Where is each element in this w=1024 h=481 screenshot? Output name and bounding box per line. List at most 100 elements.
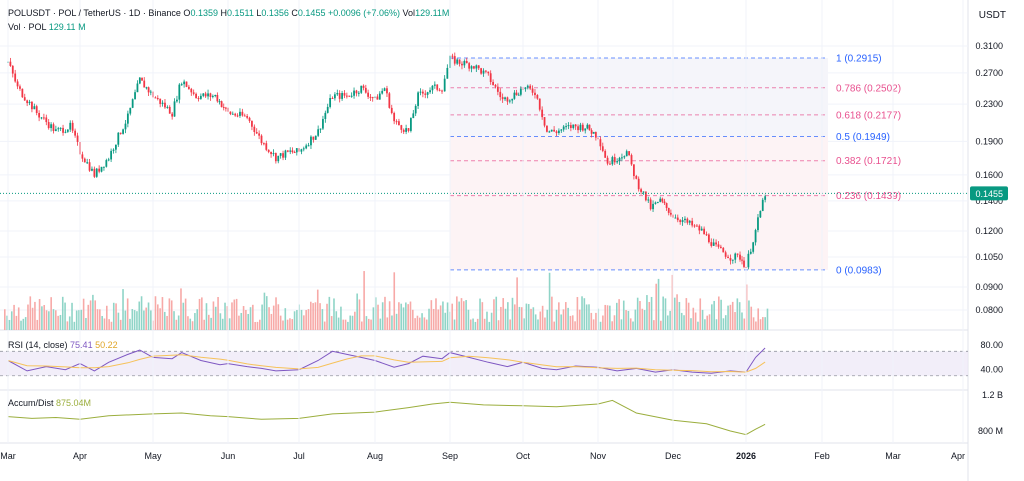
candle-body (47, 122, 50, 129)
candle-body (117, 132, 120, 145)
candle-body (669, 212, 672, 215)
x-tick-label: 2026 (736, 451, 756, 461)
candle-body (739, 254, 741, 260)
volume-bar (212, 301, 215, 330)
volume-bar (602, 315, 604, 330)
volume-bar (590, 312, 593, 330)
candle-body (376, 96, 379, 100)
candle-body (621, 157, 623, 159)
volume-bar (743, 318, 746, 330)
y-tick-label: 0.1600 (975, 170, 1003, 180)
fib-level-label: 1 (0.2915) (836, 53, 882, 64)
volume-bar (574, 321, 576, 330)
candle-body (417, 92, 419, 106)
candle-body (241, 111, 244, 116)
volume-bar (469, 319, 472, 330)
candle-body (637, 178, 640, 190)
candle-body (282, 153, 284, 158)
candle-body (305, 145, 308, 149)
volume-bar (238, 315, 240, 330)
volume-bar (59, 314, 62, 330)
candle-body (451, 55, 454, 57)
candle-body (429, 90, 431, 93)
last-price-badge (970, 186, 1008, 201)
candle-body (534, 92, 536, 96)
candle-body (661, 198, 664, 202)
volume-bar (252, 304, 254, 330)
candle-body (312, 136, 315, 140)
volume-bar (166, 315, 168, 330)
volume-bar (261, 304, 263, 330)
candle-body (635, 175, 638, 179)
volume-bar (634, 309, 637, 330)
volume-bar (611, 321, 613, 330)
volume-bar (124, 310, 127, 330)
volume-bar (136, 311, 138, 330)
candle-body (322, 118, 324, 129)
volume-bar (259, 319, 261, 330)
volume-bar (108, 319, 110, 330)
candle-body (644, 191, 647, 201)
volume-bar (444, 312, 447, 330)
candle-body (218, 101, 221, 103)
candle-body (224, 107, 227, 109)
candle-body (69, 122, 72, 130)
candle-body (480, 68, 483, 74)
candle-body (482, 70, 485, 74)
candle-body (747, 253, 750, 268)
candle-body (326, 106, 329, 113)
volume-bar (416, 315, 419, 330)
candle-body (594, 132, 597, 138)
volume-bar (581, 296, 583, 330)
volume-bar (115, 303, 117, 330)
candle-body (623, 156, 626, 158)
volume-bar (150, 310, 152, 330)
candle-body (197, 98, 200, 100)
volume-bar (395, 313, 398, 330)
volume-bar (495, 296, 498, 330)
volume-bar (303, 315, 305, 330)
candle-body (613, 157, 616, 163)
volume-bar (254, 321, 256, 330)
y-tick-label: 0.3100 (975, 41, 1003, 51)
candle-body (433, 84, 436, 86)
x-tick-label: Apr (73, 451, 87, 461)
candle-body (487, 71, 490, 74)
candle-body (307, 145, 310, 147)
candle-body (581, 124, 584, 131)
volume-bar (745, 284, 748, 330)
candle-body (86, 162, 89, 164)
volume-bar (374, 297, 377, 330)
volume-bar (588, 304, 590, 330)
volume-bar (268, 307, 270, 330)
candle-body (567, 125, 570, 127)
volume-bar (467, 309, 470, 330)
volume-bar (650, 296, 653, 330)
candle-body (23, 97, 26, 101)
volume-bar (10, 311, 13, 330)
volume-bar (38, 299, 41, 330)
volume-bar (20, 320, 22, 330)
candle-body (286, 150, 289, 152)
candle-body (475, 65, 478, 69)
volume-bar (599, 321, 602, 330)
volume-bar (296, 310, 298, 330)
candle-body (388, 93, 391, 108)
volume-bar (180, 288, 182, 330)
candle-body (54, 129, 57, 131)
candle-body (369, 96, 372, 98)
candle-body (647, 199, 650, 201)
candle-body (579, 124, 582, 131)
accum-dist-label: Accum/Dist (8, 398, 54, 408)
candle-body (112, 149, 115, 151)
candle-body (715, 242, 717, 245)
volume-bar (189, 318, 192, 330)
candle-body (147, 87, 150, 93)
volume-bar (632, 321, 634, 330)
candle-body (149, 91, 152, 93)
volume-bar (361, 321, 363, 330)
candle-body (531, 88, 534, 93)
candle-body (300, 149, 303, 152)
volume-bar (221, 318, 224, 330)
